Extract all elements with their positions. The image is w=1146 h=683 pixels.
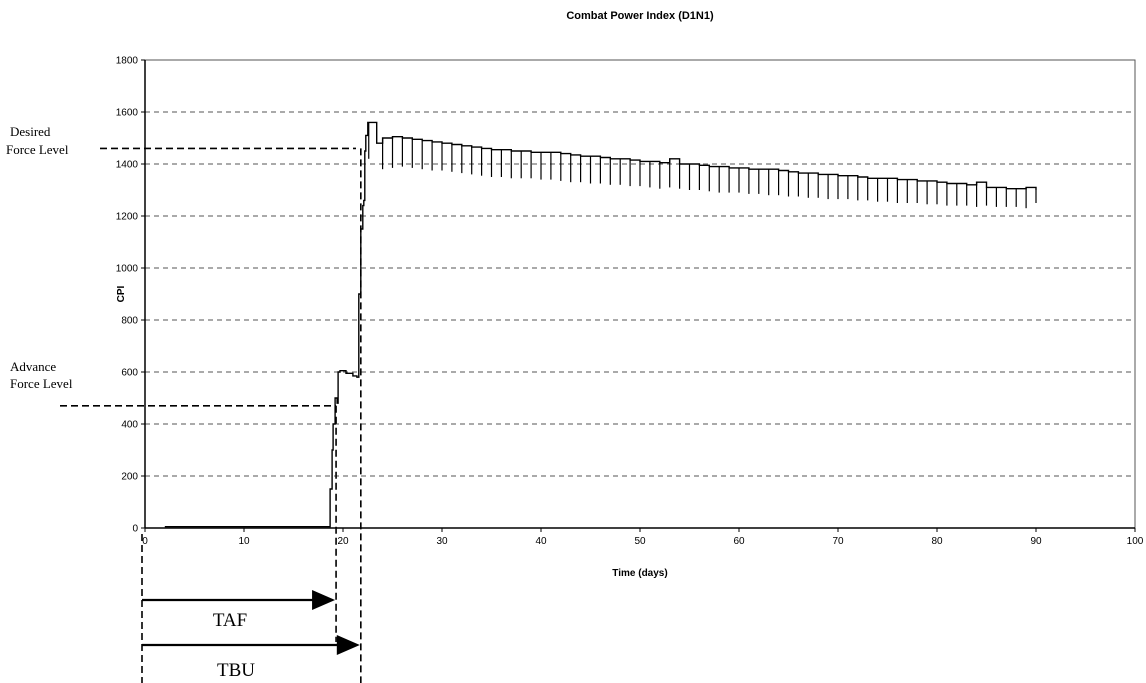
x-tick-label: 40 xyxy=(535,536,547,547)
y-tick-label: 1400 xyxy=(116,160,139,171)
x-tick-label: 80 xyxy=(931,536,943,547)
y-tick-label: 1000 xyxy=(116,264,139,275)
chart-title: Combat Power Index (D1N1) xyxy=(566,10,714,22)
y-tick-label: 0 xyxy=(132,524,138,535)
x-tick-label: 10 xyxy=(238,536,250,547)
tbu-arrow-head xyxy=(336,635,360,655)
y-tick-label: 400 xyxy=(121,420,138,431)
y-tick-label: 1200 xyxy=(116,212,139,223)
y-tick-label: 200 xyxy=(121,472,138,483)
taf-label: TAF xyxy=(213,610,247,631)
x-axis-label: Time (days) xyxy=(612,568,667,579)
x-tick-label: 90 xyxy=(1030,536,1042,547)
desired-force-label-line2: Force Level xyxy=(6,142,69,157)
desired-force-label-line1: Desired xyxy=(10,124,51,139)
x-tick-label: 60 xyxy=(733,536,745,547)
taf-arrow-head xyxy=(312,590,336,610)
x-tick-label: 100 xyxy=(1127,536,1144,547)
x-tick-label: 0 xyxy=(142,536,148,547)
plot-area xyxy=(144,59,1136,529)
x-tick-label: 30 xyxy=(436,536,448,547)
x-axis: 0 10 20 30 40 50 60 70 80 90 100 xyxy=(142,527,1144,547)
x-tick-label: 50 xyxy=(634,536,646,547)
y-tick-label: 1600 xyxy=(116,108,139,119)
x-tick-label: 70 xyxy=(832,536,844,547)
x-tick-label: 20 xyxy=(337,536,349,547)
y-tick-label: 800 xyxy=(121,316,138,327)
annotation-group xyxy=(60,147,362,683)
y-axis: 0 200 400 600 800 1000 1200 1400 1600 1800 xyxy=(116,56,146,535)
tbu-label: TBU xyxy=(217,660,255,681)
advance-force-label-line2: Force Level xyxy=(10,376,73,391)
y-tick-label: 600 xyxy=(121,368,138,379)
series-group xyxy=(164,121,1037,528)
advance-force-label-line1: Advance xyxy=(10,359,56,374)
y-tick-label: 1800 xyxy=(116,56,139,67)
y-axis-label: CPI xyxy=(116,285,127,302)
